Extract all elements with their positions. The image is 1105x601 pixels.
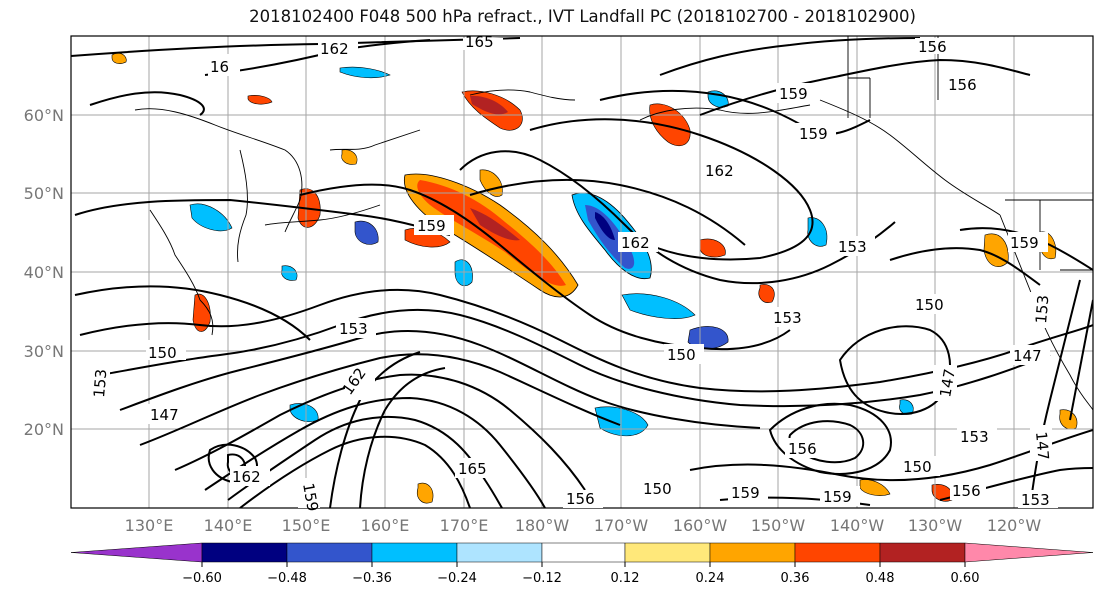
colorbar-swatch (541, 542, 626, 563)
colorbar-tick-label: −0.36 (352, 571, 392, 586)
colorbar-swatch (371, 542, 458, 563)
contour-label: 159 (731, 484, 760, 502)
colorbar-tick-label: −0.12 (522, 571, 562, 586)
contour-label: 165 (458, 460, 487, 478)
contour-label: 159 (1010, 234, 1039, 252)
contour-label: 153 (1021, 491, 1050, 509)
contour-labels: 162 165 156 156 159 159 162 159 162 153 … (88, 33, 1058, 513)
colorbar-tick-label: −0.60 (182, 571, 222, 586)
contour-label: 153 (960, 428, 989, 446)
colorbar-swatch (201, 542, 288, 563)
colorbar-tick-label: 0.12 (611, 571, 640, 586)
contour-label: 150 (915, 296, 944, 314)
contour-label: 156 (948, 76, 977, 94)
contour-label: 156 (566, 490, 595, 508)
lon-label: 130°E (125, 516, 174, 535)
lon-label: 150°W (751, 516, 806, 535)
lon-label: 130°W (908, 516, 963, 535)
contour-label: 156 (952, 482, 981, 500)
colorbar-tick-label: −0.48 (267, 571, 307, 586)
colorbar-swatch (879, 542, 966, 563)
colorbar-swatch (964, 542, 1094, 563)
contour-label: 16 (210, 58, 229, 76)
contour-label: 153 (339, 320, 368, 338)
contour-label: 159 (299, 482, 322, 513)
contour-label: 159 (823, 488, 852, 506)
lat-label: 50°N (24, 184, 64, 203)
contour-label: 156 (918, 38, 947, 56)
contour-label: 156 (788, 440, 817, 458)
colorbar: −0.60 −0.48 −0.36 −0.24 −0.12 0.12 0.24 0.36 0.4… (70, 542, 1094, 586)
contour-label: 150 (643, 480, 672, 498)
colorbar-tick-label: 0.36 (781, 571, 810, 586)
latitude-labels: 60°N 50°N 40°N 30°N 20°N (24, 106, 64, 439)
contour-label: 147 (150, 406, 179, 424)
contour-label: 162 (320, 40, 349, 58)
lon-label: 160°E (361, 516, 410, 535)
lat-label: 60°N (24, 106, 64, 125)
colorbar-tick-label: −0.24 (437, 571, 477, 586)
contour-label: 159 (417, 217, 446, 235)
contour-label: 147 (936, 367, 959, 398)
contour-label: 162 (621, 234, 650, 252)
contour-label: 153 (1032, 294, 1052, 324)
contour-label: 147 (1013, 347, 1042, 365)
plot-title: 2018102400 F048 500 hPa refract., IVT La… (249, 7, 916, 26)
lon-label: 170°W (594, 516, 649, 535)
lon-label: 170°E (440, 516, 489, 535)
lon-label: 140°W (830, 516, 885, 535)
contour-label: 159 (799, 125, 828, 143)
height-contours (71, 37, 1093, 508)
colorbar-tick-label: 0.60 (951, 571, 980, 586)
colorbar-swatch (794, 542, 881, 563)
colorbar-swatch (456, 542, 543, 563)
lat-label: 30°N (24, 342, 64, 361)
contour-label: 150 (667, 346, 696, 364)
lon-label: 120°W (987, 516, 1042, 535)
contour-label: 150 (148, 344, 177, 362)
colorbar-tick-label: 0.24 (696, 571, 725, 586)
contour-label: 153 (773, 309, 802, 327)
shading-layer (111, 52, 1078, 504)
longitude-labels: 130°E 140°E 150°E 160°E 170°E 180°W 170°… (125, 516, 1042, 535)
contour-label: 153 (838, 238, 867, 256)
lon-label: 140°E (204, 516, 253, 535)
lon-label: 150°E (282, 516, 331, 535)
lat-label: 40°N (24, 263, 64, 282)
lon-label: 180°W (515, 516, 570, 535)
colorbar-tick-label: 0.48 (866, 571, 895, 586)
contour-label: 147 (1032, 431, 1052, 461)
contour-label: 150 (903, 458, 932, 476)
colorbar-swatch (286, 542, 373, 563)
contour-label: 165 (465, 33, 494, 51)
colorbar-swatch (624, 542, 711, 563)
lat-label: 20°N (24, 420, 64, 439)
contour-label: 153 (90, 368, 110, 398)
contour-label: 159 (779, 85, 808, 103)
colorbar-swatch (70, 542, 203, 563)
contour-label: 162 (232, 468, 261, 486)
colorbar-swatch (709, 542, 796, 563)
lon-label: 160°W (673, 516, 728, 535)
contour-label: 162 (705, 162, 734, 180)
